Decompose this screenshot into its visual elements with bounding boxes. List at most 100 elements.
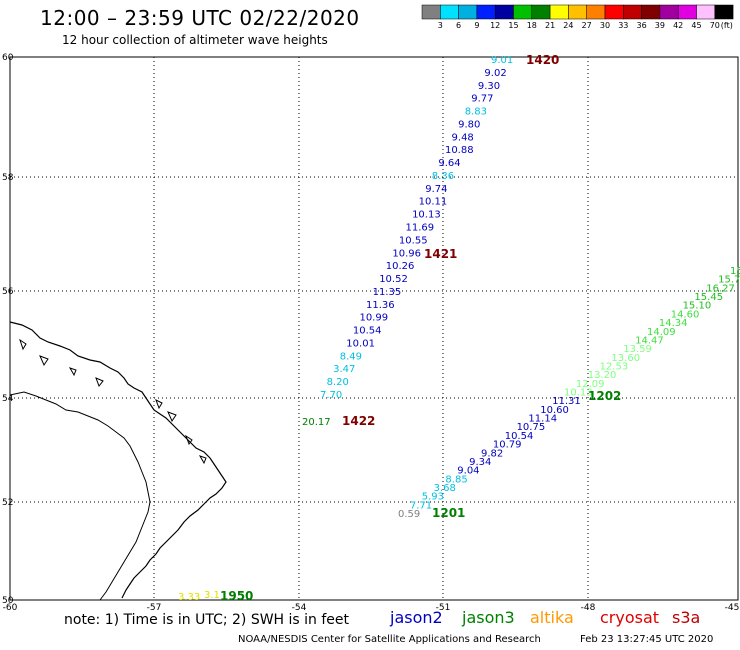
lat-tick-label: 50 [2,596,14,606]
legend-jason3: jason3 [462,608,515,627]
map-subtitle: 12 hour collection of altimeter wave hei… [62,33,328,47]
swh-value-label: 3.68 [434,483,456,494]
swh-value-label: 13.20 [588,370,617,381]
colorbar-swatch [476,4,496,20]
colorbar-label: 24 [563,21,573,30]
generated-timestamp: Feb 23 13:27:45 UTC 2020 [580,634,714,645]
swh-value-label: 0.59 [398,509,420,520]
swh-value-label: 10.96 [392,248,421,259]
colorbar-swatch [531,4,551,20]
swh-value-label: 7.70 [320,390,342,401]
colorbar-swatch [623,4,642,20]
swh-value-label: 15.45 [694,292,723,303]
swh-value-label: 10.54 [505,431,534,442]
colorbar-swatch [440,4,459,20]
colorbar-swatch [659,4,679,20]
swh-value-label: 7.71 [410,500,432,511]
colorbar-swatch [458,4,478,20]
swh-value-label: 15.10 [683,301,712,312]
swh-value-label: 15.7 [718,275,740,286]
graticule [10,57,738,600]
swh-value-label: 10.99 [359,313,388,324]
lat-tick-label: 60 [2,53,14,63]
colorbar-swatch [696,4,716,20]
altimeter-tracks: 9.01 9.02 9.30 9.77 8.839.80 9.48 10.88 9.64 8.3… [178,55,740,603]
swh-value-label: 20.17 [302,417,331,428]
colorbar-label: 27 [582,21,592,30]
colorbar-label: 36 [637,21,647,30]
colorbar-swatch [421,4,441,20]
swh-value-label: 8.83 [465,107,487,118]
swh-value-label: 8.85 [445,474,467,485]
swh-value-label: 10.11 [419,197,448,208]
map-title: 12:00 – 23:59 UTC 02/22/2020 [40,6,360,30]
colorbar-label: 33 [618,21,628,30]
pass-time-label: 1950 [220,589,253,603]
swh-value-label: 10.01 [346,338,375,349]
coastline [9,321,227,599]
legend-jason2: jason2 [390,608,443,627]
legend-s3a: s3a [672,608,701,627]
swh-value-label: 9.02 [484,68,506,79]
swh-value-label: 10.60 [540,405,569,416]
swh-value-label: 14.60 [671,309,700,320]
swh-value-label: 13.60 [611,353,640,364]
swh-value-label: 8.49 [340,351,362,362]
swh-value-label: 15 [730,266,740,277]
swh-value-label: 5.93 [422,492,444,503]
lon-tick-label: -51 [436,603,451,613]
colorbar-label: 12 [490,21,500,30]
pass-time-label: 1201 [432,506,465,520]
colorbar-label: 15 [508,21,518,30]
lat-tick-label: 52 [2,498,13,508]
swh-value-label: 13.59 [623,344,652,355]
colorbar-label: 9 [474,21,479,30]
units-note: note: 1) Time is in UTC; 2) SWH is in fe… [64,612,350,628]
swh-value-label: 11.31 [552,396,581,407]
colorbar-label: 21 [545,21,555,30]
time-labels: 1420 1421 1422 1201 1202 1950 [220,53,621,603]
colorbar-label: 6 [456,21,461,30]
colorbar-swatch [549,4,569,20]
colorbar: 3 6 9 12 15 18 21 24 27 30 33 36 39 42 45 70 (ft) [421,4,734,30]
swh-value-label: 8.36 [432,171,454,182]
lon-tick-label: -54 [292,603,307,613]
swh-value-label: 14.34 [659,318,688,329]
colorbar-label: 30 [600,21,610,30]
colorbar-label: 45 [691,21,701,30]
swh-value-label: 9.04 [457,466,479,477]
swh-value-label: 9.80 [458,119,480,130]
lat-tick-label: 54 [2,394,14,404]
colorbar-swatch [604,4,624,20]
lat-tick-label: 58 [2,173,14,183]
swh-value-label: 12.09 [576,379,605,390]
coastline-inner [9,391,151,601]
swh-value-label: 3.1 [204,590,220,601]
pass-time-label: 1422 [342,414,375,428]
pass-time-label: 1421 [424,247,457,261]
lon-tick-label: -45 [725,603,740,613]
swh-value-label: 11.36 [366,300,395,311]
colorbar-label: 18 [527,21,537,30]
credit-text: NOAA/NESDIS Center for Satellite Applica… [238,634,541,645]
colorbar-label: 3 [438,21,443,30]
colorbar-swatch [494,4,514,20]
swh-value-label: 14.47 [635,335,664,346]
coastline-islands [19,338,207,465]
swh-value-label: 11.35 [373,287,402,298]
swh-value-label: 10.13 [412,210,441,221]
colorbar-swatch [714,4,734,20]
pass-time-label: 1202 [588,389,621,403]
colorbar-swatch [641,4,661,20]
swh-value-label: 10.75 [517,422,546,433]
swh-value-label: 14.09 [647,327,676,338]
swh-value-label: 9.82 [481,448,503,459]
legend-altika: altika [530,608,574,627]
swh-value-label: 11.69 [406,223,435,234]
swh-value-label: 12.53 [600,361,629,372]
colorbar-swatch [677,4,697,20]
swh-value-label: 10.52 [379,274,408,285]
colorbar-swatch [586,4,606,20]
swh-value-label: 9.30 [478,81,500,92]
